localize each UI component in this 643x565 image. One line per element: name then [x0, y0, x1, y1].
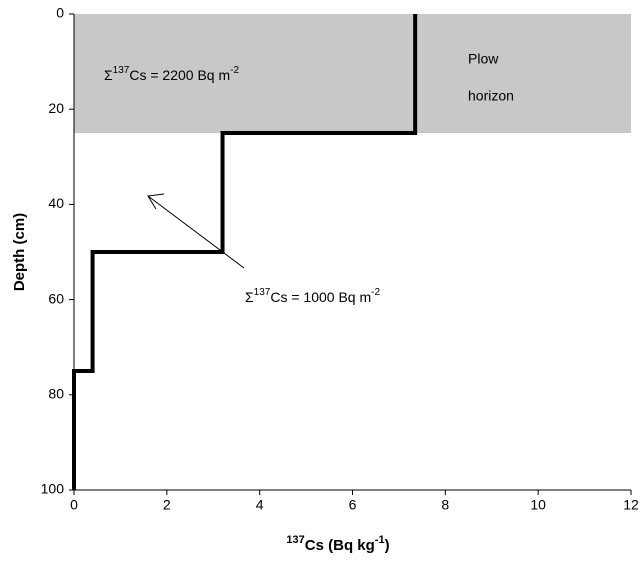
annotation: Σ137Cs = 2200 Bq m-2: [104, 65, 239, 83]
x-tick-label: 10: [530, 497, 546, 513]
shaded-band: [74, 14, 631, 133]
y-tick-label: 40: [48, 195, 64, 211]
x-tick-label: 12: [623, 497, 639, 513]
profile-line: [72, 14, 418, 490]
band-label: horizon: [468, 88, 514, 104]
y-tick-label: 0: [56, 5, 64, 21]
y-tick-label: 100: [41, 481, 65, 497]
x-tick-label: 4: [256, 497, 264, 513]
y-tick-label: 60: [48, 290, 64, 306]
x-tick-label: 0: [70, 497, 78, 513]
y-tick-label: 80: [48, 386, 64, 402]
x-tick-label: 2: [163, 497, 171, 513]
x-axis-label: 137Cs (Bq kg-1): [286, 534, 389, 554]
arrow: [147, 193, 245, 269]
y-axis-label: Depth (cm): [11, 213, 28, 291]
y-tick-label: 20: [48, 100, 64, 116]
x-tick-label: 8: [441, 497, 449, 513]
annotation: Σ137Cs = 1000 Bq m-2: [245, 287, 380, 305]
band-label: Plow: [468, 51, 499, 67]
x-tick-label: 6: [349, 497, 357, 513]
